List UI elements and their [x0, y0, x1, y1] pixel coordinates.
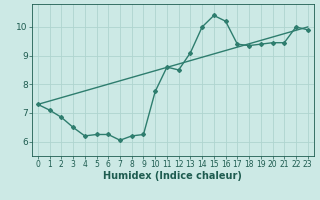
X-axis label: Humidex (Indice chaleur): Humidex (Indice chaleur)	[103, 171, 242, 181]
